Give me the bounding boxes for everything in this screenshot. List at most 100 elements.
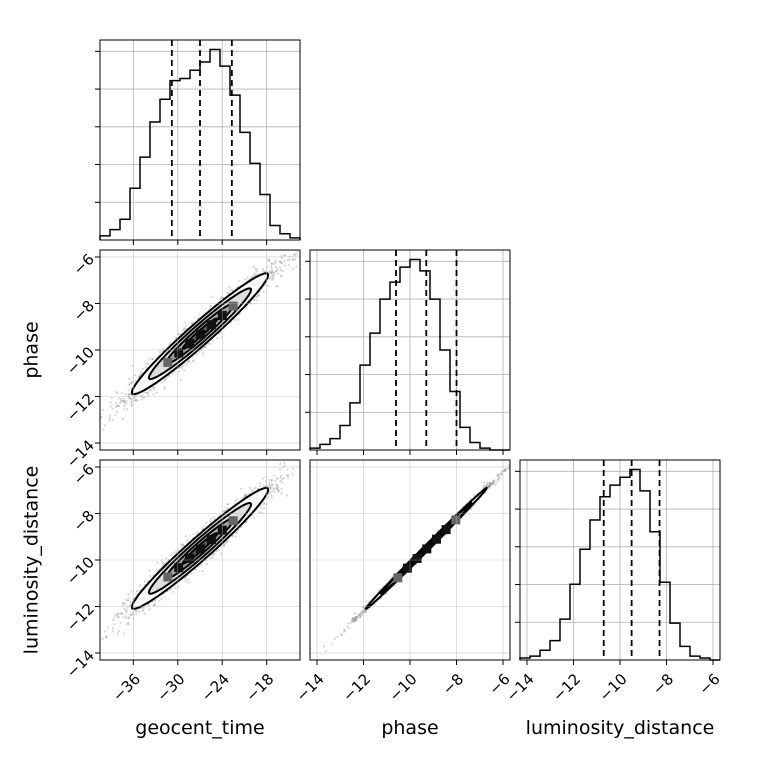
sample-point [117, 613, 120, 616]
sample-point [188, 361, 191, 364]
sample-point [259, 485, 262, 488]
sample-point [244, 493, 247, 496]
sample-point [80, 426, 82, 428]
sample-point [116, 404, 119, 407]
sample-point [125, 400, 128, 403]
sample-point [96, 629, 98, 631]
sample-point [293, 253, 296, 256]
sample-point [127, 599, 130, 602]
sample-point [112, 616, 115, 619]
sample-point [116, 410, 119, 413]
sample-point [147, 391, 150, 394]
sample-point [279, 260, 282, 263]
sample-point [144, 391, 148, 394]
sample-point [104, 635, 108, 638]
sample-point [259, 506, 262, 509]
sample-point [130, 400, 133, 403]
sample-point [136, 399, 139, 402]
sample-point [276, 272, 279, 275]
sample-point [97, 418, 99, 420]
sample-point [225, 507, 228, 510]
sample-point [312, 243, 314, 245]
sample-point [125, 598, 128, 601]
sample-point [129, 613, 132, 616]
sample-point [137, 610, 140, 613]
sample-point [270, 265, 273, 268]
sample-point [270, 272, 273, 275]
sample-point [129, 397, 132, 400]
sample-point [130, 382, 133, 385]
sample-point [272, 273, 275, 276]
sample-point [101, 408, 104, 411]
sample-point [270, 278, 273, 281]
sample-point [187, 359, 190, 362]
sample-point [109, 414, 112, 417]
sample-point [158, 351, 161, 354]
sample-point [112, 619, 115, 622]
sample-point [142, 396, 145, 399]
sample-point [127, 593, 130, 596]
sample-point [277, 489, 280, 492]
sample-point [134, 374, 137, 377]
sample-point [161, 381, 164, 384]
sample-point [110, 396, 113, 399]
sample-point [129, 604, 132, 607]
sample-point [116, 632, 119, 635]
sample-point [270, 262, 273, 265]
sample-point [100, 415, 103, 418]
sample-point [280, 261, 283, 265]
sample-point [257, 294, 260, 297]
sample-point [112, 418, 115, 421]
sample-point [117, 629, 121, 633]
sample-point [184, 580, 187, 583]
sample-point [280, 275, 283, 278]
density-peak [206, 320, 216, 330]
sample-point [269, 276, 272, 279]
scatter-geocent_time-vs-luminosity_distance [95, 459, 301, 665]
sample-point [192, 533, 195, 536]
sample-point [209, 304, 212, 307]
sample-point [270, 497, 274, 500]
sample-point [122, 632, 125, 635]
sample-point [96, 412, 98, 414]
sample-point [185, 539, 188, 543]
sample-point [202, 352, 205, 355]
sample-point [178, 333, 181, 336]
sample-point [170, 554, 173, 557]
sample-point [153, 599, 156, 602]
sample-point [307, 234, 309, 236]
sample-point [292, 258, 295, 261]
sample-point [212, 552, 215, 555]
sample-point [104, 636, 108, 640]
sample-point [171, 372, 174, 375]
sample-point [203, 345, 206, 349]
sample-point [151, 357, 154, 360]
sample-point [234, 499, 237, 502]
sample-point [268, 478, 271, 481]
sample-point [181, 543, 185, 547]
sample-point [263, 507, 266, 510]
sample-point [121, 612, 124, 616]
sample-point [148, 569, 151, 573]
sample-point [128, 393, 131, 396]
sample-point [236, 318, 239, 321]
sample-point [213, 552, 216, 555]
sample-point [268, 270, 271, 273]
sample-point [223, 510, 226, 513]
sample-point [138, 375, 141, 378]
sample-point [115, 402, 118, 405]
sample-point [111, 627, 114, 630]
sample-point [226, 540, 229, 543]
sample-point [283, 464, 286, 467]
sample-point [178, 370, 181, 373]
sample-point [276, 487, 279, 491]
sample-point [236, 498, 239, 502]
sample-point [192, 360, 195, 363]
sample-point [276, 284, 279, 288]
sample-point [143, 606, 146, 609]
sample-point [262, 477, 265, 480]
sample-point [149, 388, 152, 391]
sample-point [287, 264, 290, 267]
sample-point [151, 357, 154, 360]
sample-point [146, 391, 149, 394]
